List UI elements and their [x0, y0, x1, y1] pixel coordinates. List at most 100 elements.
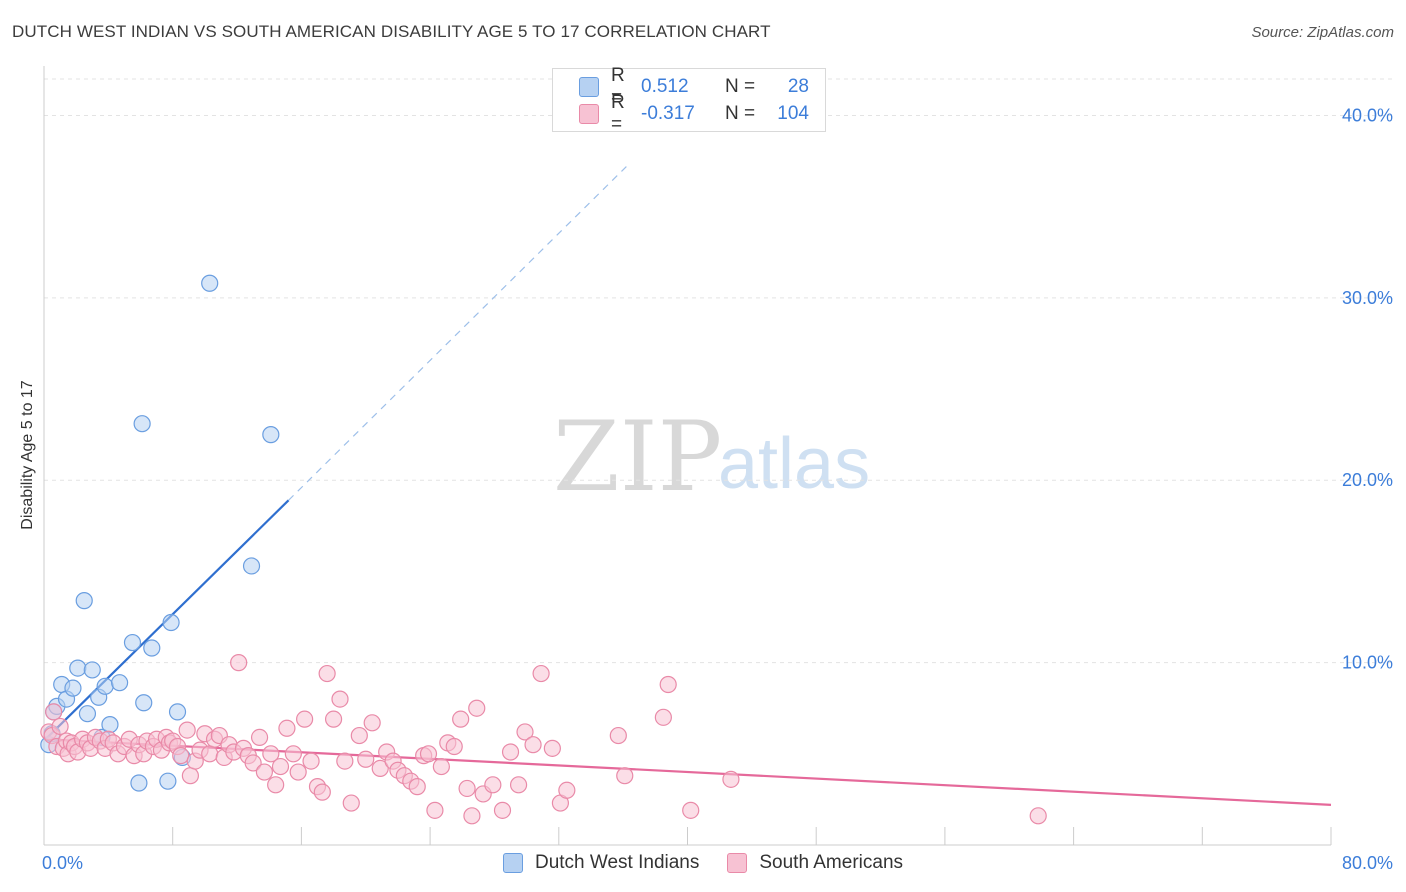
chart-title: DUTCH WEST INDIAN VS SOUTH AMERICAN DISA…: [12, 22, 771, 41]
point-south-american: [342, 794, 360, 812]
series-swatch-blue: [502, 853, 523, 873]
point-south-american: [172, 747, 190, 765]
point-dutch-west-indian: [101, 716, 119, 734]
point-south-american: [45, 703, 63, 721]
point-south-american: [682, 801, 700, 819]
x-tick-label: 0.0%: [42, 853, 83, 873]
point-dutch-west-indian: [111, 674, 129, 692]
point-south-american: [284, 745, 302, 763]
point-dutch-west-indian: [135, 694, 153, 712]
point-south-american: [516, 723, 534, 741]
legend-r-value: 0.512: [641, 76, 689, 97]
point-south-american: [318, 664, 336, 683]
point-dutch-west-indian: [159, 772, 177, 790]
legend-swatch-blue: [579, 77, 599, 97]
legend-n-value: 28: [787, 76, 809, 97]
point-dutch-west-indian: [69, 659, 87, 677]
y-tick-label: 40.0%: [1342, 105, 1393, 125]
point-dutch-west-indian: [64, 679, 82, 697]
point-south-american: [722, 770, 740, 788]
point-south-american: [350, 726, 368, 745]
point-south-american: [616, 767, 634, 785]
point-south-american: [181, 767, 199, 785]
point-south-american: [363, 714, 381, 732]
y-tick-label: 20.0%: [1342, 470, 1393, 490]
point-south-american: [278, 719, 296, 737]
point-south-american: [262, 745, 280, 763]
point-south-american: [445, 737, 463, 756]
gridlines: [44, 78, 1393, 664]
point-dutch-west-indian: [162, 613, 180, 632]
point-south-american: [426, 801, 444, 819]
trend-line-south-americans: [45, 738, 1332, 806]
x-tick-label: 80.0%: [1342, 853, 1393, 873]
point-south-american: [289, 763, 307, 781]
point-south-american: [178, 721, 196, 739]
point-south-american: [244, 754, 262, 772]
point-south-american: [250, 728, 269, 746]
legend-row-dutch-west-indians: R = 0.512 N = 28: [579, 65, 809, 108]
point-south-american: [484, 776, 502, 794]
y-tick-label: 10.0%: [1342, 653, 1393, 673]
legend-row-south-americans: R = -0.317 N = 104: [579, 92, 809, 135]
series-legend-item-dutch-west-indians[interactable]: Dutch West Indians: [502, 852, 700, 874]
legend-r-label: R =: [611, 65, 625, 108]
series-legend: Dutch West Indians South Americans: [0, 852, 1406, 874]
axes: [43, 66, 1332, 846]
point-south-american: [271, 757, 290, 776]
series-legend-label: Dutch West Indians: [534, 852, 700, 873]
point-south-american: [201, 745, 219, 763]
point-south-american: [267, 776, 285, 794]
series-swatch-pink: [727, 853, 748, 873]
point-south-american: [324, 710, 343, 728]
trend-extension-dutch-west-indians: [288, 166, 627, 501]
point-south-american: [524, 736, 542, 754]
point-dutch-west-indian: [123, 633, 142, 652]
point-dutch-west-indian: [262, 426, 280, 444]
legend-n-label: N =: [725, 103, 756, 124]
point-south-american: [357, 750, 375, 768]
point-south-american: [558, 781, 576, 799]
point-south-american: [543, 739, 561, 757]
legend-r-value: -0.317: [641, 103, 695, 124]
legend-r-label: R =: [611, 92, 625, 135]
tick-labels: 10.0% 20.0% 30.0% 40.0% 0.0% 80.0%: [42, 105, 1393, 873]
legend-n-value: 104: [777, 103, 809, 124]
point-south-american: [468, 699, 486, 717]
legend-swatch-pink: [579, 104, 599, 124]
point-south-american: [51, 717, 69, 736]
point-south-american: [509, 776, 528, 794]
watermark-atlas: atlas: [718, 424, 870, 504]
series-legend-item-south-americans[interactable]: South Americans: [727, 852, 903, 874]
point-south-american: [408, 778, 426, 796]
point-south-american: [659, 675, 677, 694]
point-south-american: [296, 710, 314, 728]
point-dutch-west-indian: [130, 774, 148, 792]
point-south-american: [371, 759, 389, 778]
point-dutch-west-indian: [242, 557, 261, 575]
point-south-american: [452, 710, 470, 728]
point-dutch-west-indian: [75, 592, 93, 610]
point-south-american: [331, 690, 349, 708]
point-dutch-west-indian: [83, 661, 101, 679]
point-south-american: [313, 783, 331, 801]
correlation-legend: R = 0.512 N = 28 R = -0.317 N = 104: [552, 65, 826, 135]
point-south-american: [419, 745, 438, 763]
point-dutch-west-indian: [96, 677, 114, 695]
point-south-american: [255, 763, 273, 781]
y-tick-label: 30.0%: [1342, 288, 1393, 308]
data-points: [40, 274, 1047, 825]
point-dutch-west-indian: [133, 415, 151, 433]
point-south-american: [336, 752, 354, 770]
point-dutch-west-indian: [143, 639, 161, 657]
point-south-american: [302, 752, 320, 770]
legend-n-label: N =: [725, 76, 756, 97]
point-dutch-west-indian: [201, 274, 219, 292]
point-dutch-west-indian: [78, 705, 97, 723]
point-south-american: [463, 807, 481, 825]
point-south-american: [654, 708, 672, 726]
point-south-american: [230, 654, 248, 672]
source-credit: Source: ZipAtlas.com: [1251, 24, 1394, 41]
point-south-american: [1029, 807, 1047, 825]
